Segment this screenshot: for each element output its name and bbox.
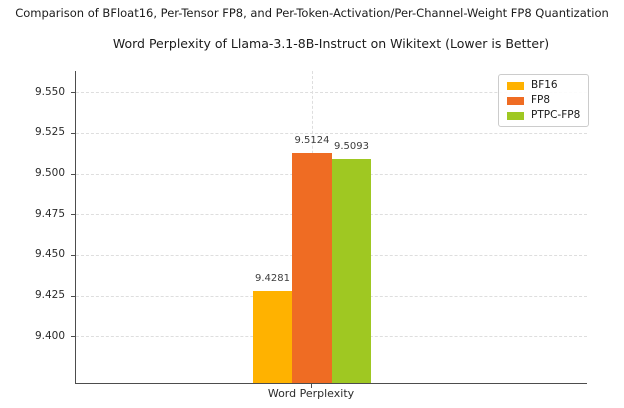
- y-tick-mark: [71, 295, 75, 297]
- x-tick-label: Word Perplexity: [267, 387, 355, 400]
- bar: [331, 158, 372, 383]
- bar-value-label: 9.5124: [294, 135, 330, 147]
- legend-item: PTPC-FP8: [507, 110, 580, 121]
- y-tick-label: 9.500: [34, 167, 65, 180]
- y-tick-mark: [71, 336, 75, 338]
- y-tick-mark: [71, 173, 75, 175]
- figure-suptitle: Comparison of BFloat16, Per-Tensor FP8, …: [15, 6, 609, 20]
- y-tick-label: 9.550: [34, 85, 65, 98]
- y-tick-mark: [71, 132, 75, 134]
- x-tick-mark: [311, 384, 312, 388]
- y-tick-label: 9.425: [34, 289, 65, 301]
- y-tick-label: 9.450: [34, 248, 65, 261]
- bar: [252, 290, 293, 383]
- y-tick-label: 9.400: [34, 329, 65, 342]
- legend-label: FP8: [531, 94, 551, 106]
- y-tick-mark: [71, 254, 75, 256]
- chart-title: Word Perplexity of Llama-3.1-8B-Instruct…: [112, 36, 550, 51]
- y-tick-label: 9.525: [34, 126, 65, 139]
- y-tick-mark: [71, 214, 75, 216]
- legend-item: BF16: [507, 80, 580, 91]
- legend-label: PTPC-FP8: [531, 109, 581, 121]
- h-gridline: [76, 92, 587, 94]
- h-gridline: [76, 132, 587, 134]
- bar-value-label: 9.4281: [255, 272, 290, 284]
- bar: [292, 153, 332, 383]
- legend-swatch: [507, 96, 524, 105]
- y-tick-mark: [71, 92, 75, 94]
- legend-swatch: [507, 81, 524, 90]
- legend-swatch: [507, 111, 524, 120]
- legend-label: BF16: [531, 79, 558, 91]
- bar-value-label: 9.5093: [334, 140, 369, 152]
- legend: BF16 FP8 PTPC-FP8: [498, 74, 590, 127]
- legend-item: FP8: [507, 95, 580, 106]
- y-tick-label: 9.475: [34, 207, 65, 220]
